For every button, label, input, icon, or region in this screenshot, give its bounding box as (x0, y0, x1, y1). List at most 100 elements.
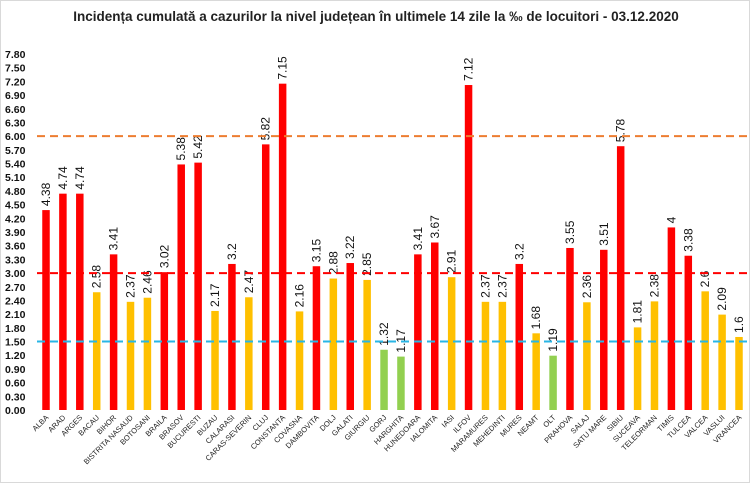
data-label: 2.6 (698, 270, 712, 287)
data-label: 4 (664, 216, 678, 223)
data-label: 3.55 (563, 220, 577, 244)
bar-hunedoara (414, 254, 422, 410)
bar-botosani (143, 297, 152, 410)
data-label: 7.12 (462, 57, 476, 81)
y-tick-label: 6.30 (5, 117, 26, 129)
bar-neamt (532, 333, 540, 410)
bar-bihor (109, 254, 118, 410)
data-label: 5.78 (614, 119, 628, 143)
y-tick-label: 4.50 (5, 200, 26, 212)
bar-suceava (633, 327, 642, 410)
y-tick-label: 5.40 (5, 159, 26, 171)
data-label: 2.58 (90, 265, 104, 289)
bar-arad (59, 193, 67, 410)
y-tick-label: 3.00 (5, 268, 26, 280)
y-tick-label: 2.10 (5, 309, 26, 321)
bar-vaslui (718, 314, 726, 410)
bar-cluj (261, 144, 270, 410)
data-label: 5.82 (259, 117, 273, 141)
y-tick-label: 3.30 (5, 254, 26, 266)
data-label: 2.88 (326, 251, 340, 275)
bar-calarasi (228, 263, 236, 410)
bar-teleorman (650, 301, 659, 410)
y-tick-label: 7.50 (5, 63, 26, 75)
y-tick-label: 0.90 (5, 364, 26, 376)
data-label: 2.38 (647, 274, 661, 298)
y-tick-label: 3.90 (5, 227, 26, 239)
data-label: 3.51 (597, 222, 611, 246)
bar-dolj (329, 278, 338, 410)
data-label: 1.81 (631, 300, 645, 324)
data-label: 2.16 (293, 284, 307, 308)
bar-brasov (177, 164, 185, 410)
y-tick-label: 7.80 (5, 49, 26, 61)
y-tick-label: 1.20 (5, 350, 26, 362)
data-label: 2.36 (580, 275, 594, 299)
y-tick-label: 4.20 (5, 213, 26, 225)
bar-covasna (295, 311, 304, 410)
y-tick-label: 3.60 (5, 241, 26, 253)
data-label: 5.42 (191, 135, 205, 159)
data-label: 7.15 (276, 56, 290, 80)
data-label: 1.68 (529, 306, 543, 330)
y-tick-label: 4.80 (5, 186, 26, 198)
y-tick-label: 0.00 (5, 405, 26, 417)
data-label: 3.41 (107, 227, 121, 251)
bar-arges (76, 193, 84, 410)
bar-mures (515, 263, 524, 410)
bar-gorj (380, 349, 388, 410)
bar-bistrita-nasaud (126, 301, 135, 410)
bar-sibiu (616, 146, 625, 410)
data-label: 4.74 (56, 166, 70, 190)
bar-maramures (481, 301, 490, 410)
data-label: 4.74 (73, 166, 87, 190)
data-label: 5.38 (174, 137, 188, 161)
bar-dambovita (312, 266, 321, 410)
bar-satu-mare (600, 249, 608, 410)
y-tick-label: 2.70 (5, 282, 26, 294)
bar-galati (346, 263, 354, 410)
bar-caras-severin (245, 297, 253, 410)
data-label: 4.38 (39, 182, 53, 206)
bar-buzau (211, 310, 219, 410)
bar-giurgiu (363, 279, 371, 410)
data-label: 1.32 (377, 322, 391, 346)
data-label: 1.6 (732, 316, 746, 333)
y-tick-label: 5.10 (5, 172, 26, 184)
data-label: 2.37 (124, 274, 138, 298)
y-tick-label: 7.20 (5, 76, 26, 88)
y-tick-label: 0.30 (5, 391, 26, 403)
data-label: 3.41 (411, 227, 425, 251)
data-label: 2.37 (478, 274, 492, 298)
data-label: 3.22 (343, 235, 357, 259)
y-tick-label: 5.70 (5, 145, 26, 157)
bar-harghita (397, 356, 405, 410)
bar-iasi (447, 277, 456, 410)
y-tick-label: 0.60 (5, 378, 26, 390)
data-label: 3.38 (681, 228, 695, 252)
bar-constanta (278, 83, 287, 411)
data-label: 1.17 (394, 329, 408, 353)
y-tick-label: 1.50 (5, 337, 26, 349)
data-label: 2.46 (140, 270, 154, 294)
data-label: 3.02 (157, 244, 171, 268)
bar-alba (42, 210, 50, 410)
bar-ilfov (464, 85, 473, 411)
y-tick-label: 2.40 (5, 295, 26, 307)
data-label: 2.37 (495, 274, 509, 298)
y-tick-label: 6.60 (5, 104, 26, 116)
bar-ialomita (431, 242, 439, 410)
data-label: 3.15 (309, 239, 323, 263)
data-label: 2.09 (715, 287, 729, 311)
data-label: 3.2 (225, 243, 239, 260)
bar-mehedinti (498, 301, 507, 410)
data-label: 1.19 (546, 328, 560, 352)
bar-timis (667, 227, 676, 410)
bar-braila (160, 272, 169, 410)
data-label: 2.91 (445, 250, 459, 274)
chart-title: Incidența cumulată a cazurilor la nivel … (73, 9, 679, 24)
bar-tulcea (684, 255, 693, 410)
data-label: 3.2 (512, 243, 526, 260)
